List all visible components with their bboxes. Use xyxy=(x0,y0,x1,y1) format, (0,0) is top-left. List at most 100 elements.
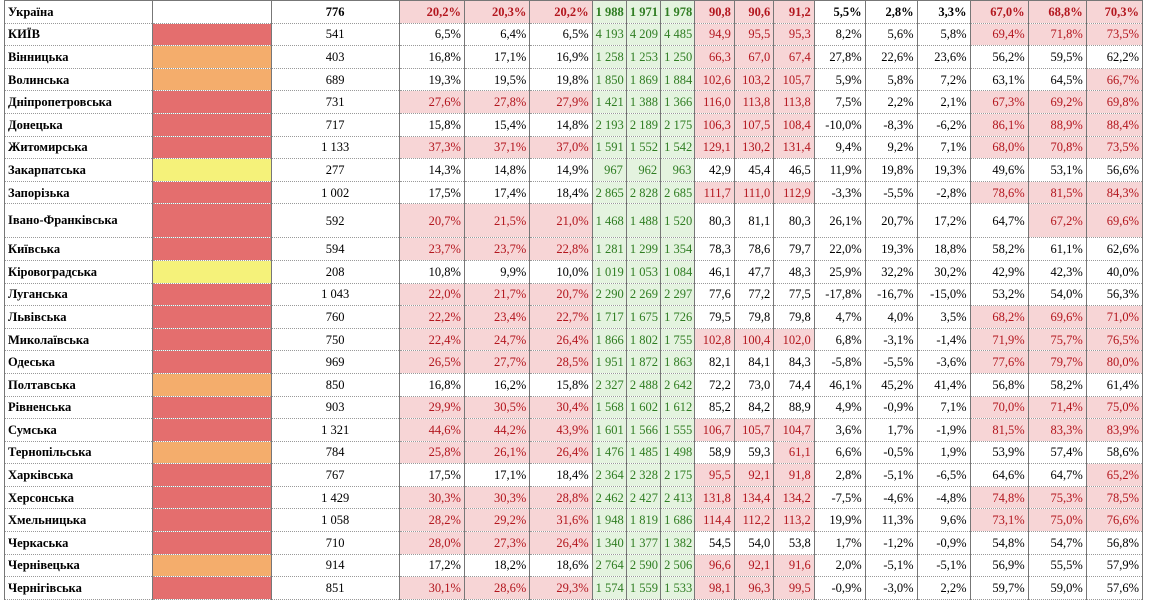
value-cell: 30,3% xyxy=(464,486,531,510)
value-cell: 106,7 xyxy=(694,418,735,442)
value-cell: 57,9% xyxy=(1086,554,1144,578)
value-cell: 1 726 xyxy=(660,305,696,329)
value-cell: 1 058 xyxy=(271,508,400,533)
value-cell: 70,0% xyxy=(970,396,1029,420)
value-cell: 850 xyxy=(271,373,400,397)
risk-color-fill xyxy=(153,554,271,576)
risk-color-fill xyxy=(153,46,271,68)
risk-color-swatch xyxy=(152,23,272,47)
value-cell: -5,8% xyxy=(814,350,866,374)
value-cell: 112,2 xyxy=(734,508,775,533)
value-cell: 73,5% xyxy=(1086,23,1144,47)
value-cell: -5,1% xyxy=(917,554,971,578)
value-cell: 54,0% xyxy=(1028,283,1087,307)
risk-color-swatch xyxy=(152,181,272,205)
value-cell: 30,4% xyxy=(529,396,593,420)
value-cell: 30,2% xyxy=(917,260,971,284)
value-cell: 2 828 xyxy=(626,181,662,205)
value-cell: 17,5% xyxy=(399,181,465,205)
value-cell: 30,3% xyxy=(399,486,465,510)
value-cell: 19,3% xyxy=(399,68,465,92)
table-row: Сумська 1 321 44,6% 44,2% 43,9% 1 601 1 566 1 5… xyxy=(3,418,1144,442)
value-cell: 49,6% xyxy=(970,158,1029,182)
risk-color-swatch xyxy=(152,486,272,510)
value-cell: 68,2% xyxy=(970,305,1029,329)
value-cell: 84,1 xyxy=(734,350,775,374)
value-cell: 96,6 xyxy=(694,554,735,578)
value-cell: 75,0% xyxy=(1028,508,1087,533)
value-cell: 1 555 xyxy=(660,418,696,442)
value-cell: -16,7% xyxy=(865,283,918,307)
value-cell: 17,2% xyxy=(399,554,465,578)
value-cell: 27,8% xyxy=(464,90,531,114)
value-cell: 64,7% xyxy=(970,203,1029,239)
value-cell: 112,9 xyxy=(773,181,815,205)
risk-color-fill xyxy=(153,68,271,90)
value-cell: 2 488 xyxy=(626,373,662,397)
value-cell: 15,8% xyxy=(529,373,593,397)
value-cell: 71,4% xyxy=(1028,396,1087,420)
table-row: Миколаївська 750 22,4% 24,7% 26,4% 1 866 1 802… xyxy=(3,328,1144,352)
risk-color-fill xyxy=(153,396,271,418)
value-cell: 7,1% xyxy=(917,136,971,160)
value-cell: 1,7% xyxy=(814,531,866,555)
value-cell: 19,8% xyxy=(865,158,918,182)
value-cell: 1 755 xyxy=(660,328,696,352)
value-cell: 1 574 xyxy=(592,576,627,600)
region-name: Чернігівська xyxy=(3,576,154,600)
value-cell: 1 377 xyxy=(626,531,662,555)
value-cell: 70,3% xyxy=(1086,0,1144,24)
value-cell: 72,2 xyxy=(694,373,735,397)
value-cell: 22,4% xyxy=(399,328,465,352)
value-cell: 1 978 xyxy=(660,0,696,24)
value-cell: 42,9 xyxy=(694,158,735,182)
value-cell: 54,5 xyxy=(694,531,735,555)
value-cell: 22,0% xyxy=(399,283,465,307)
value-cell: 1 971 xyxy=(626,0,662,24)
value-cell: 2 189 xyxy=(626,113,662,137)
risk-color-swatch xyxy=(152,283,272,307)
value-cell: 64,7% xyxy=(1028,463,1087,487)
risk-color-swatch xyxy=(152,203,272,239)
value-cell: 22,8% xyxy=(529,237,593,261)
value-cell: 67,0% xyxy=(970,0,1029,24)
table-row: Рівненська 903 29,9% 30,5% 30,4% 1 568 1 602 1 … xyxy=(3,396,1144,420)
value-cell: 67,2% xyxy=(1028,203,1087,239)
risk-color-swatch xyxy=(152,396,272,420)
regions-table-container: Україна 776 20,2% 20,3% 20,2% 1 988 1 971 1 978… xyxy=(3,0,1144,600)
value-cell: 24,7% xyxy=(464,328,531,352)
value-cell: 81,5% xyxy=(970,418,1029,442)
value-cell: -0,9% xyxy=(814,576,866,600)
value-cell: 66,3 xyxy=(694,45,735,69)
value-cell: 55,5% xyxy=(1028,554,1087,578)
value-cell: 20,7% xyxy=(529,283,593,307)
value-cell: 23,4% xyxy=(464,305,531,329)
risk-color-fill xyxy=(153,260,271,283)
value-cell: 2,8% xyxy=(865,0,918,24)
value-cell: 1 601 xyxy=(592,418,627,442)
value-cell: 129,1 xyxy=(694,136,735,160)
value-cell: 1 250 xyxy=(660,45,696,69)
value-cell: 69,8% xyxy=(1086,90,1144,114)
value-cell: 21,5% xyxy=(464,203,531,239)
value-cell: 1 354 xyxy=(660,237,696,261)
value-cell: 14,9% xyxy=(529,158,593,182)
value-cell: 1 542 xyxy=(660,136,696,160)
value-cell: 760 xyxy=(271,305,400,329)
value-cell: 5,8% xyxy=(865,68,918,92)
value-cell: 111,0 xyxy=(734,181,775,205)
value-cell: 42,9% xyxy=(970,260,1029,284)
value-cell: 2 290 xyxy=(592,283,627,307)
value-cell: 88,9 xyxy=(773,396,815,420)
table-row: Луганська 1 043 22,0% 21,7% 20,7% 2 290 2 269 2… xyxy=(3,283,1144,307)
value-cell: 62,6% xyxy=(1086,237,1144,261)
value-cell: 967 xyxy=(592,158,627,182)
region-name: Сумська xyxy=(3,418,154,442)
value-cell: 69,6% xyxy=(1028,305,1087,329)
value-cell: 26,4% xyxy=(529,531,593,555)
value-cell: 750 xyxy=(271,328,400,352)
value-cell: 71,9% xyxy=(970,328,1029,352)
value-cell: 1 321 xyxy=(271,418,400,442)
value-cell: 59,5% xyxy=(1028,45,1087,69)
risk-color-fill xyxy=(153,441,271,463)
